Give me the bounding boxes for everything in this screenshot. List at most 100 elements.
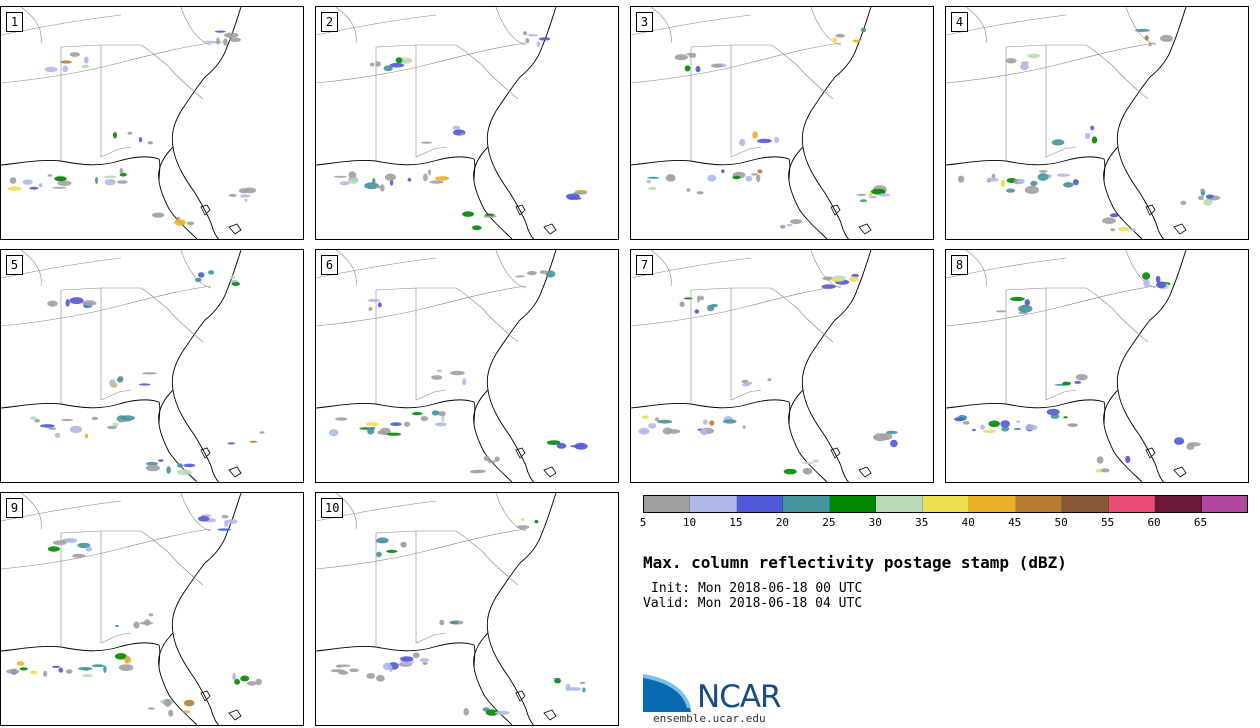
reflectivity-echo: [85, 547, 93, 552]
reflectivity-echo: [82, 301, 97, 306]
reflectivity-echo: [216, 37, 220, 45]
reflectivity-echo: [1063, 182, 1074, 188]
reflectivity-echo: [556, 443, 567, 449]
reflectivity-echo: [240, 194, 251, 198]
reflectivity-echo: [830, 278, 845, 282]
reflectivity-echo: [229, 37, 241, 42]
reflectivity-echo: [642, 415, 649, 419]
reflectivity-echo: [147, 141, 153, 145]
reflectivity-echo: [579, 681, 586, 685]
reflectivity-echo: [1125, 455, 1131, 464]
reflectivity-echo: [403, 421, 411, 427]
reflectivity-echo: [870, 188, 886, 195]
reflectivity-echo: [638, 427, 650, 435]
reflectivity-echo: [249, 440, 258, 443]
reflectivity-echo: [214, 30, 226, 33]
reflectivity-echo: [176, 216, 181, 220]
reflectivity-echo: [707, 174, 717, 182]
reflectivity-echo: [177, 469, 192, 476]
reflectivity-echo: [364, 182, 379, 190]
reflectivity-echo: [186, 221, 195, 226]
reflectivity-echo: [232, 672, 237, 681]
reflectivity-echo: [515, 275, 526, 278]
reflectivity-echo: [646, 179, 652, 184]
colorbar-tick-label: 40: [961, 516, 975, 529]
reflectivity-echo: [565, 193, 580, 200]
reflectivity-echo: [435, 422, 447, 427]
reflectivity-echo: [1109, 213, 1119, 218]
reflectivity-echo: [91, 416, 99, 421]
reflectivity-echo: [61, 418, 74, 422]
map-panel-7: 7: [630, 249, 934, 483]
map-panel-9: 9: [0, 492, 304, 726]
reflectivity-echo: [462, 211, 474, 217]
reflectivity-echo: [29, 186, 39, 190]
reflectivity-echo: [674, 54, 688, 61]
reflectivity-echo: [1072, 179, 1079, 186]
colorbar-segment: [922, 496, 970, 512]
reflectivity-echo: [525, 38, 530, 44]
reflectivity-echo: [980, 424, 985, 430]
reflectivity-echo: [1166, 38, 1173, 42]
reflectivity-echo: [221, 514, 229, 519]
colorbar-segment: [1062, 496, 1109, 512]
reflectivity-echo: [1006, 188, 1016, 193]
map-canvas: [316, 250, 588, 482]
reflectivity-echo: [19, 667, 28, 671]
reflectivity-echo: [1142, 272, 1151, 280]
reflectivity-echo: [183, 710, 191, 714]
reflectivity-echo: [1095, 468, 1103, 473]
reflectivity-echo: [821, 284, 836, 289]
reflectivity-echo: [1155, 275, 1161, 283]
reflectivity-echo: [1130, 228, 1136, 232]
panel-number-label: 4: [951, 12, 968, 32]
reflectivity-echo: [390, 422, 402, 426]
reflectivity-echo: [138, 137, 143, 143]
reflectivity-echo: [338, 670, 349, 675]
reflectivity-echo: [255, 678, 262, 686]
reflectivity-echo: [69, 425, 83, 434]
reflectivity-echo: [546, 440, 561, 445]
reflectivity-echo: [365, 422, 380, 427]
reflectivity-echo: [1018, 304, 1033, 313]
reflectivity-echo: [757, 138, 772, 144]
reflectivity-echo: [30, 416, 37, 420]
figure-title: Max. column reflectivity postage stamp (…: [643, 553, 1067, 572]
reflectivity-echo: [152, 212, 165, 218]
reflectivity-echo: [81, 64, 90, 69]
reflectivity-echo: [767, 378, 772, 382]
reflectivity-echo: [697, 295, 700, 303]
reflectivity-echo: [223, 38, 228, 46]
reflectivity-echo: [244, 198, 248, 202]
reflectivity-echo: [742, 425, 746, 429]
reflectivity-echo: [95, 176, 98, 184]
reflectivity-echo: [400, 656, 414, 662]
reflectivity-echo: [47, 546, 61, 552]
reflectivity-echo: [757, 169, 763, 174]
map-panel-4: 4: [945, 6, 1249, 240]
reflectivity-echo: [988, 420, 1000, 428]
reflectivity-echo: [183, 463, 196, 468]
reflectivity-echo: [1027, 53, 1040, 59]
reflectivity-echo: [801, 461, 815, 465]
reflectivity-echo: [383, 662, 392, 671]
reflectivity-echo: [1075, 374, 1088, 381]
reflectivity-echo: [698, 295, 705, 301]
panel-number-label: 9: [6, 498, 23, 518]
reflectivity-echo: [124, 656, 132, 664]
reflectivity-echo: [1186, 443, 1195, 450]
map-canvas: [1, 493, 262, 725]
map-canvas: [1, 7, 257, 239]
reflectivity-echo: [231, 281, 240, 286]
reflectivity-echo: [9, 177, 17, 184]
reflectivity-echo: [1005, 58, 1017, 64]
reflectivity-echo: [1050, 414, 1060, 419]
reflectivity-echo: [234, 678, 241, 685]
reflectivity-echo: [700, 428, 709, 436]
reflectivity-echo: [983, 429, 996, 433]
reflectivity-echo: [790, 219, 803, 225]
reflectivity-echo: [117, 180, 128, 184]
reflectivity-echo: [1056, 173, 1070, 177]
reflectivity-echo: [138, 383, 151, 386]
reflectivity-echo: [375, 540, 389, 543]
